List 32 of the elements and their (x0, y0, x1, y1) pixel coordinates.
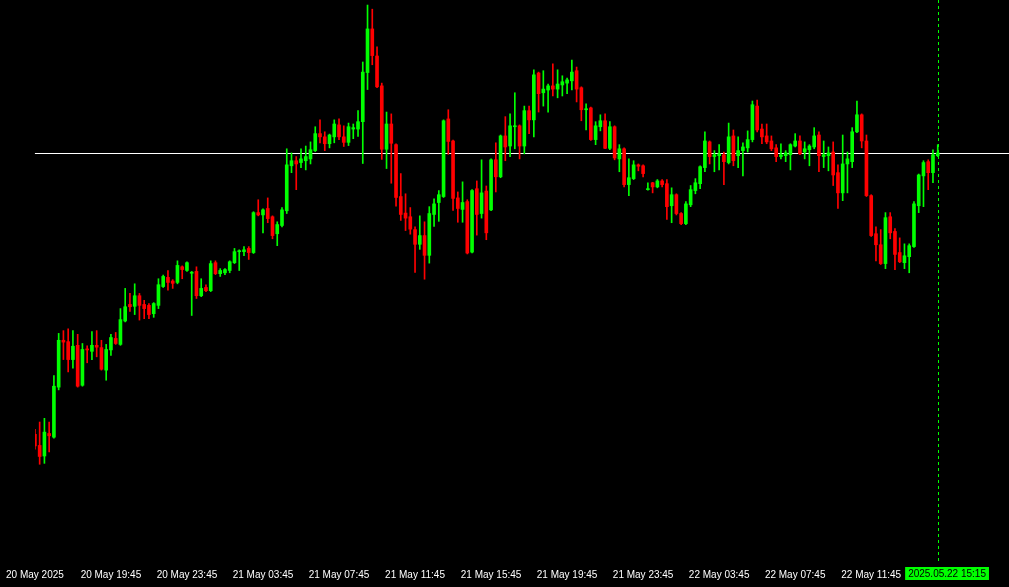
candlestick (128, 293, 132, 312)
candlestick (237, 249, 242, 271)
x-tick-label: 22 May 11:45 (841, 568, 902, 580)
x-tick-label: 20 May 19:45 (80, 568, 142, 580)
candlestick (503, 116, 508, 162)
candlestick (584, 103, 588, 131)
candlestick (821, 140, 826, 168)
x-tick-label: 22 May 07:45 (764, 568, 826, 580)
x-tick-label: 20 May 2025 (5, 568, 65, 580)
x-tick-label: 21 May 03:45 (232, 568, 294, 580)
x-tick-label: 22 May 03:45 (688, 568, 750, 580)
candlestick (256, 199, 261, 217)
candlestick (90, 331, 94, 360)
candlestick (341, 125, 346, 147)
candlestick (722, 151, 726, 185)
candlestick (294, 156, 299, 190)
x-tick-label: 21 May 19:45 (536, 568, 598, 580)
candlestick (303, 145, 308, 171)
x-tick-label: 21 May 23:45 (612, 568, 674, 580)
candlestick (189, 271, 194, 316)
x-tick-label: 21 May 07:45 (308, 568, 370, 580)
candlestick (802, 141, 807, 160)
candlestick (627, 158, 631, 196)
candlestick (646, 182, 650, 191)
candlestick (351, 123, 356, 140)
candlestick (261, 208, 265, 234)
candlestick (47, 421, 51, 453)
x-tick-label: 20 May 23:45 (156, 568, 218, 580)
ref-line-label: 2025.05.22 15:15 (908, 567, 987, 579)
x-tick-label: 21 May 15:45 (460, 568, 522, 580)
candlestick (318, 119, 322, 144)
x-tick-label: 21 May 11:45 (385, 568, 446, 580)
